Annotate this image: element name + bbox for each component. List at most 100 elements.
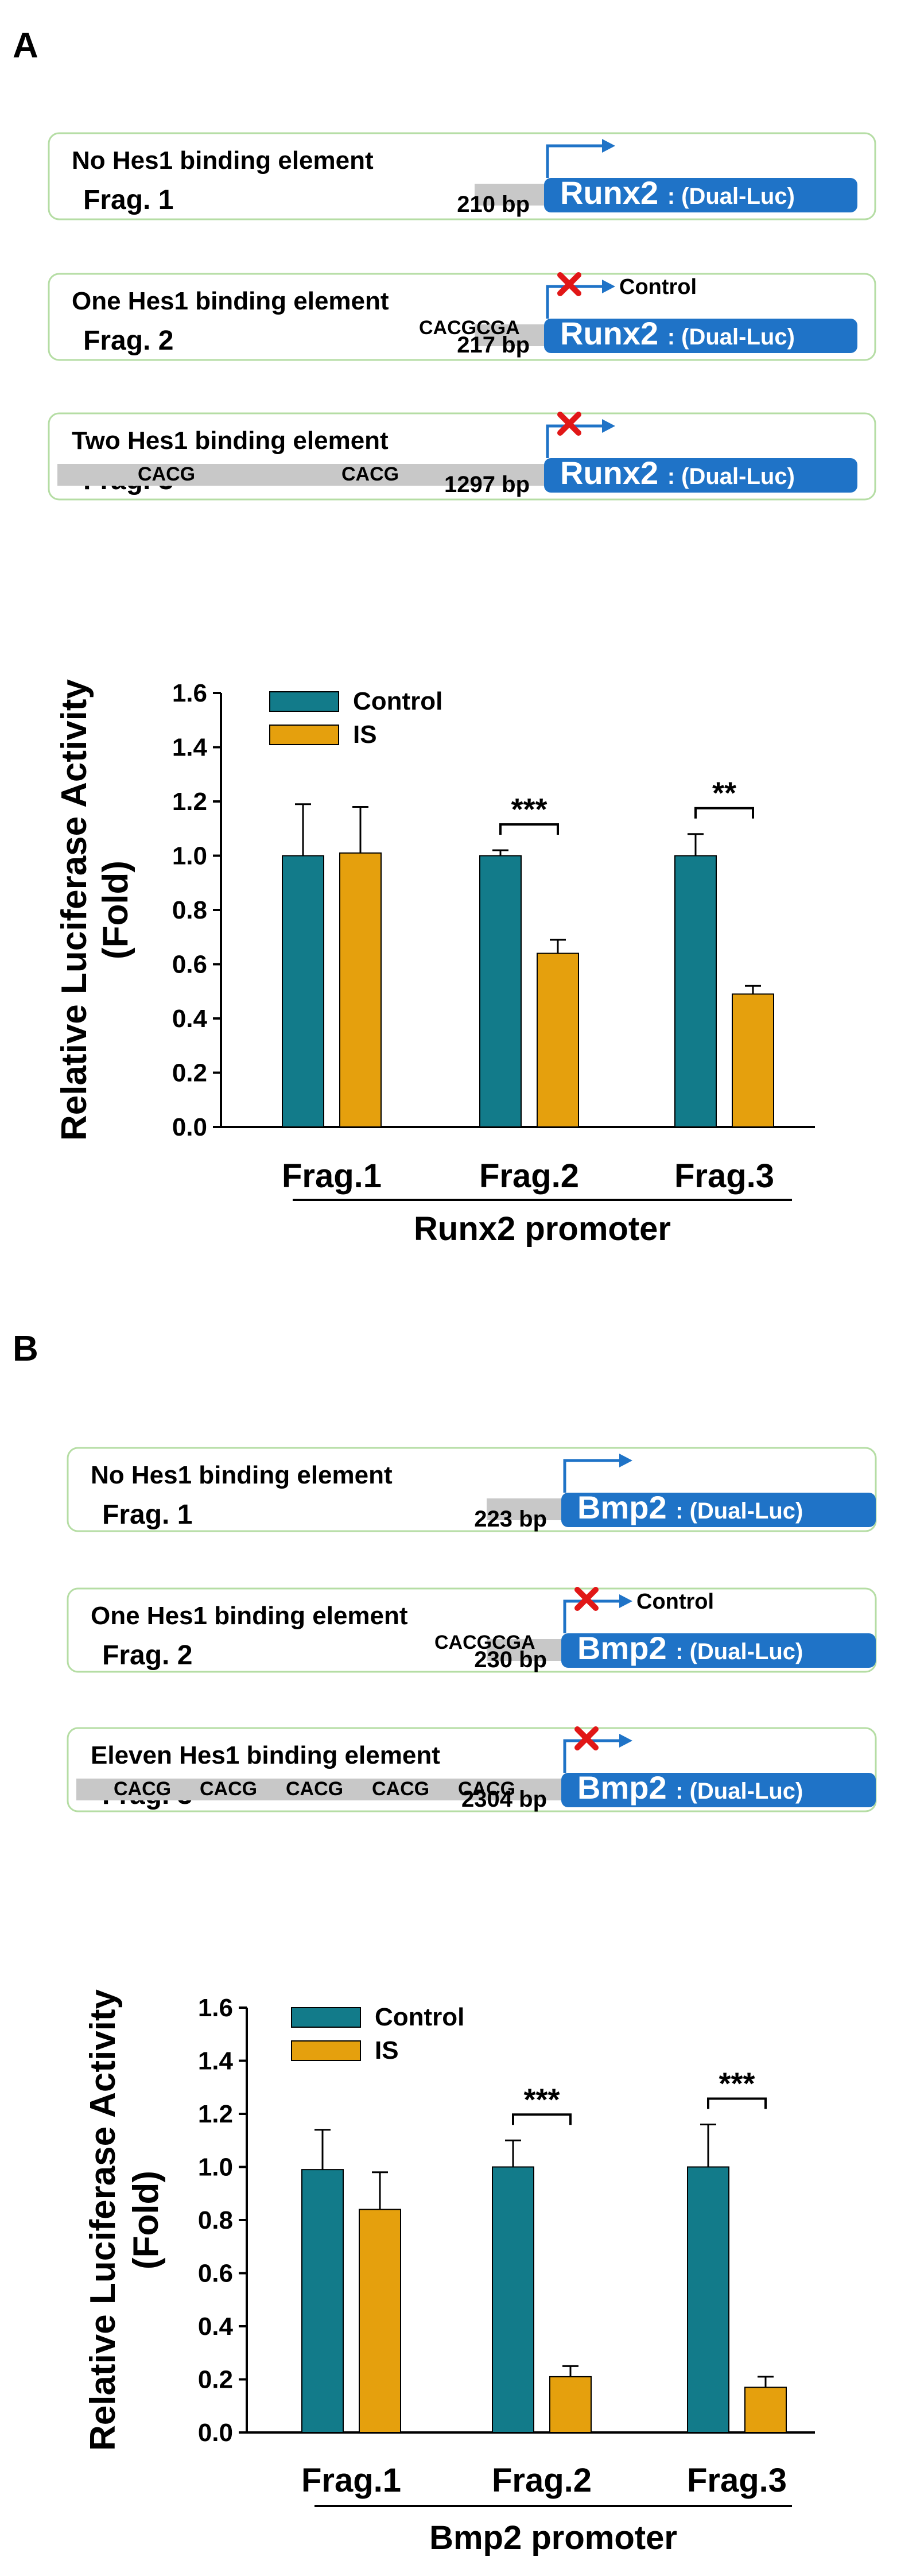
promoter-label: Bmp2 : (Dual-Luc) <box>577 1630 803 1666</box>
construct-1: No Hes1 binding element Frag. 1 Runx2 : (D… <box>48 132 876 220</box>
legend-label: IS <box>353 720 377 749</box>
significance-bracket <box>499 823 559 835</box>
construct-2: One Hes1 binding element Frag. 2 Runx2 : (… <box>48 272 876 361</box>
promoter-box <box>544 319 857 353</box>
significance-bracket <box>694 807 754 819</box>
bar-control <box>674 855 717 1128</box>
luc-suffix: : (Dual-Luc) <box>675 1639 803 1664</box>
luc-suffix: : (Dual-Luc) <box>675 1498 803 1524</box>
chart-1: 0.0 0.2 0.4 0.6 0.8 1.0 1.2 1.4 1.6 Relative Luci… <box>55 679 815 1248</box>
x-tick-label: Frag.2 <box>479 1157 579 1195</box>
luc-suffix: : (Dual-Luc) <box>675 1779 803 1804</box>
construct-2: One Hes1 binding element Frag. 2 Bmp2 : (D… <box>67 1587 877 1673</box>
tss-arrow-line <box>563 1459 619 1493</box>
bar-is <box>537 952 579 1128</box>
construct-note: Control <box>619 275 697 299</box>
binding-site-label: CACG <box>200 1778 257 1800</box>
construct-title: No Hes1 binding element <box>91 1461 393 1489</box>
y-tick-label: 0.4 <box>198 2312 234 2341</box>
promoter-fragment-bar <box>76 1779 561 1800</box>
construct-frag-label: Frag. 1 <box>102 1500 192 1530</box>
y-tick-label: 0.4 <box>172 1005 208 1033</box>
binding-site-label: CACG <box>372 1778 429 1800</box>
bar-is <box>359 2209 401 2433</box>
gene-name: Bmp2 <box>577 1489 675 1525</box>
blocked-x-icon <box>557 272 581 296</box>
y-tick-label: 0.8 <box>198 2206 233 2234</box>
y-tick-label: 1.0 <box>198 2153 233 2182</box>
x-tick-label: Frag.1 <box>301 2462 401 2499</box>
gene-name: Runx2 <box>560 315 667 351</box>
cross-stroke <box>574 1726 599 1750</box>
fragment-size: 217 bp <box>457 332 530 358</box>
fragment-size: 210 bp <box>457 192 530 217</box>
significance-bracket <box>707 2097 767 2109</box>
gene-name: Bmp2 <box>577 1630 675 1666</box>
binding-sequence: CACGCGA <box>419 317 520 339</box>
bar-is <box>339 852 382 1128</box>
y-tick-label: 1.2 <box>198 2100 233 2128</box>
y-tick-label: 0.2 <box>198 2366 233 2394</box>
construct-frag-label: Frag. 1 <box>83 185 173 215</box>
y-tick-label: 1.0 <box>172 842 207 870</box>
tss-arrow-line <box>546 424 602 458</box>
y-tick-label: 0.2 <box>172 1059 207 1087</box>
blocked-x-icon <box>557 412 581 436</box>
bar-is <box>732 993 774 1128</box>
promoter-box <box>561 1633 876 1668</box>
construct-title: No Hes1 binding element <box>72 146 374 175</box>
construct-title: Eleven Hes1 binding element <box>91 1741 440 1769</box>
tss-arrow-line <box>563 1739 619 1773</box>
significance-bracket <box>512 2113 572 2125</box>
binding-site-label: CACG <box>114 1778 171 1800</box>
cross-stroke <box>557 272 581 296</box>
panel-letter: A <box>13 26 38 65</box>
legend-swatch <box>291 2007 361 2028</box>
gene-name: Runx2 <box>560 455 667 491</box>
luc-suffix: : (Dual-Luc) <box>667 464 795 489</box>
promoter-fragment-bar <box>487 1498 561 1520</box>
promoter-label: Runx2 : (Dual-Luc) <box>560 315 795 351</box>
binding-site-label: CACG <box>341 463 399 485</box>
construct-1: No Hes1 binding element Frag. 1 Bmp2 : (Du… <box>67 1447 877 1532</box>
legend-swatch <box>269 691 339 712</box>
y-tick-label: 1.2 <box>172 788 207 816</box>
y-tick-label: 0.0 <box>172 1113 207 1141</box>
construct-note: Control <box>636 1590 714 1614</box>
x-tick-label: Frag.1 <box>282 1157 382 1195</box>
fragment-size: 1297 bp <box>444 472 530 497</box>
tss-arrow-head <box>619 1594 632 1608</box>
tss-arrow-head <box>619 1454 632 1467</box>
blocked-x-icon <box>574 1726 599 1750</box>
construct-panel-b: B No Hes1 binding element Frag. 1 Bmp2 : (D… <box>13 1329 877 1812</box>
binding-sequence: CACGCGA <box>434 1632 535 1653</box>
y-tick-label: 1.6 <box>198 1994 233 2022</box>
significance-label: ** <box>712 776 736 811</box>
cross-stroke <box>574 1587 599 1611</box>
tss-arrow-line <box>546 285 602 319</box>
fragment-size: 2304 bp <box>461 1787 547 1812</box>
construct-title: Two Hes1 binding element <box>72 427 389 455</box>
promoter-box <box>544 458 857 493</box>
construct-panel-a: A No Hes1 binding element Frag. 1 Runx2 : (… <box>13 26 876 501</box>
construct-title: One Hes1 binding element <box>91 1602 408 1630</box>
construct-title: One Hes1 binding element <box>72 287 389 315</box>
bar-is <box>744 2387 787 2433</box>
bar-control <box>301 2169 344 2433</box>
binding-site-label: CACG <box>458 1778 515 1800</box>
promoter-label: Bmp2 : (Dual-Luc) <box>577 1769 803 1806</box>
promoter-fragment-bar <box>475 324 544 346</box>
cross-stroke <box>557 412 581 436</box>
binding-site-label: CACG <box>138 463 195 485</box>
y-axis-label: Relative Luciferase Activity <box>83 1989 123 2451</box>
bar-control <box>492 2166 534 2433</box>
tss-arrow-line <box>563 1599 619 1633</box>
promoter-label: Bmp2 : (Dual-Luc) <box>577 1489 803 1525</box>
legend-label: Control <box>375 2003 464 2031</box>
tss-arrow-line <box>546 144 602 178</box>
tss-arrow-head <box>619 1734 632 1748</box>
legend-swatch <box>269 725 339 745</box>
